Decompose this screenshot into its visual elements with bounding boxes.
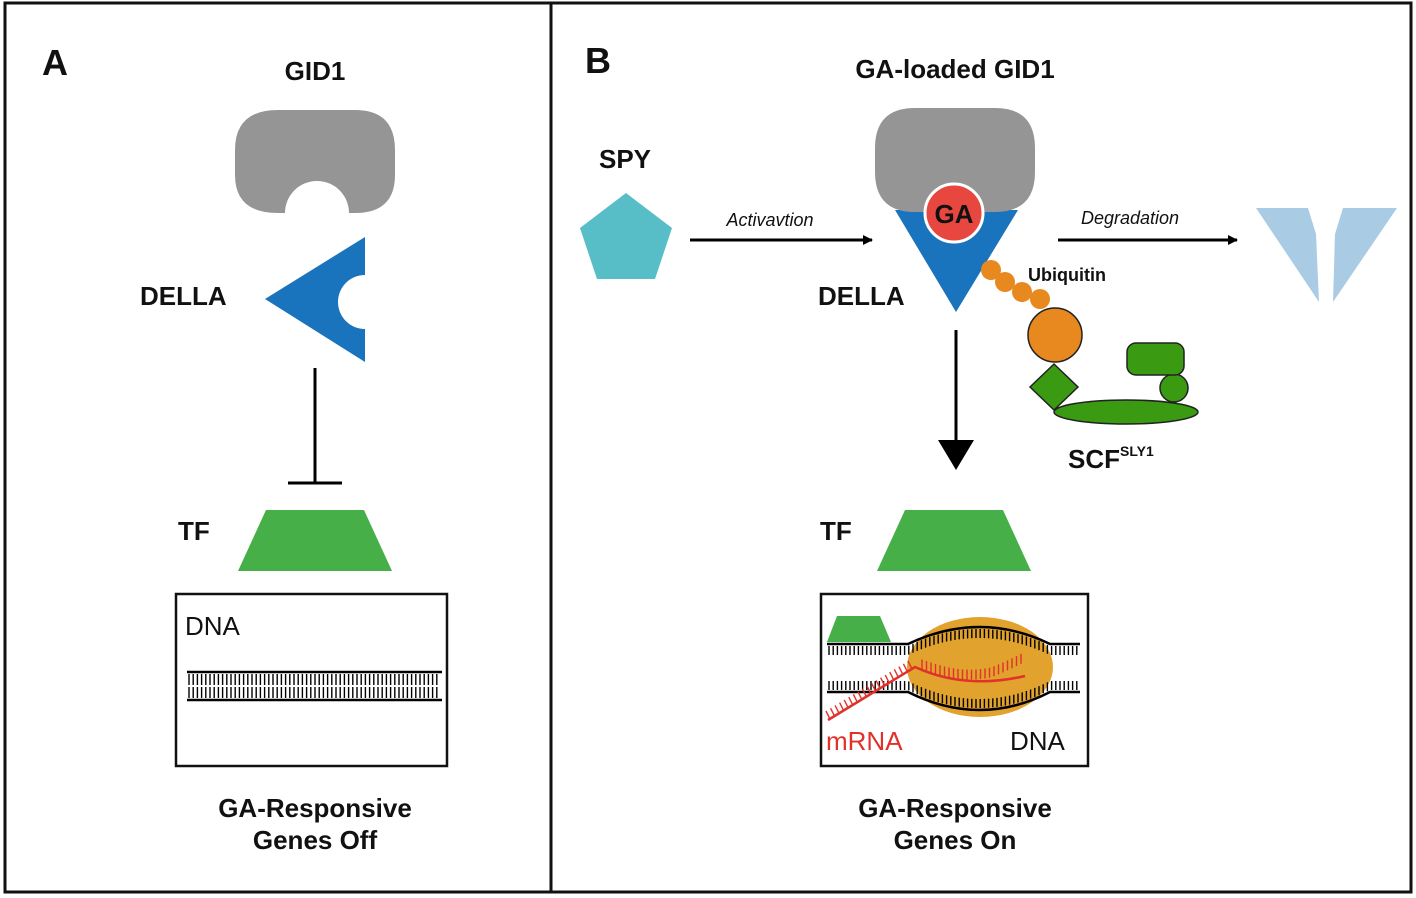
mrna-base [898, 666, 904, 675]
transcription-bubble-dna [827, 625, 1080, 712]
mrna-base [829, 707, 836, 717]
ga-loaded-gid1-shape [875, 108, 1035, 212]
della-protein-shape [265, 237, 365, 362]
mrna-base [839, 702, 845, 711]
panel-b-frame [549, 1, 1413, 894]
dna-top-strand [827, 625, 1080, 646]
mrna-base [907, 660, 913, 670]
mrna-base [848, 696, 854, 706]
scf-rbx-subunit [1159, 373, 1189, 403]
degraded-della-left [1256, 208, 1319, 302]
bound-tf-trapezoid [827, 616, 891, 642]
mrna-base [893, 669, 899, 678]
panel-b-tf-trapezoid [877, 510, 1031, 571]
ga-label: GA [935, 199, 974, 229]
panel-a-caption-line1: GA-Responsive [218, 793, 412, 823]
scf-cullin-subunit [1053, 399, 1199, 425]
tf-trapezoid [238, 510, 392, 571]
mrna-base [852, 694, 858, 703]
panel-b-tf-label: TF [820, 516, 852, 546]
scf-diamond-subunit [1028, 362, 1080, 412]
activation-label: Activavtion [725, 210, 813, 230]
panel-b-caption-line1: GA-Responsive [858, 793, 1052, 823]
scf-superscript: SLY1 [1120, 443, 1154, 459]
dna-bottom-strand [827, 690, 1080, 712]
panel-a-della-label: DELLA [140, 281, 227, 311]
mrna-base [866, 685, 872, 695]
mrna-backbone [827, 665, 1026, 722]
ubiquitin-label: Ubiquitin [1028, 265, 1106, 285]
degraded-della-right [1333, 208, 1397, 302]
activation-down-arrowhead [938, 440, 974, 470]
mrna-base [880, 677, 886, 686]
panel-b-gid1-label: GA-loaded GID1 [855, 54, 1054, 84]
panel-b-della-label: DELLA [818, 281, 905, 311]
panel-b-della-shape [895, 210, 1018, 312]
dna-double-helix [187, 670, 442, 702]
mrna-base [875, 680, 881, 689]
gid1-receptor-shape [235, 110, 395, 213]
panel-a-dna-box [174, 592, 449, 768]
rna-polymerase [907, 617, 1053, 717]
mrna-base [870, 682, 877, 692]
panel-b-letter: B [585, 40, 611, 81]
mrna-strand [825, 653, 1026, 722]
panel-b-caption-line2: Genes On [894, 825, 1017, 855]
panel-a-gid1-label: GID1 [285, 56, 346, 86]
ubiquitin-ligase-ball [1027, 307, 1083, 363]
mrna-base [834, 705, 840, 714]
ga-molecule [923, 182, 985, 244]
panel-a-caption-line2: Genes Off [253, 825, 378, 855]
panel-a-dna-label: DNA [185, 611, 241, 641]
degradation-label: Degradation [1081, 208, 1179, 228]
spy-label: SPY [599, 144, 651, 174]
mrna-base [884, 674, 890, 684]
panel-a-letter: A [42, 42, 68, 83]
scf-fbox-subunit [1126, 342, 1185, 376]
mrna-base [889, 671, 895, 681]
mrna-base [825, 710, 831, 720]
mrna-base [902, 663, 909, 673]
mrna-label: mRNA [826, 726, 903, 756]
ubiquitin-bead [1012, 282, 1032, 302]
mrna-base [861, 688, 868, 698]
scf-label: SCFSLY1 [1068, 443, 1154, 474]
mrna-base [843, 699, 849, 709]
ubiquitin-bead [1030, 289, 1050, 309]
panel-b-dna-label: DNA [1010, 726, 1066, 756]
ubiquitin-bead [981, 260, 1001, 280]
ubiquitin-bead [995, 272, 1015, 292]
panel-a-tf-label: TF [178, 516, 210, 546]
mrna-base [857, 691, 863, 700]
spy-pentagon [580, 193, 672, 279]
